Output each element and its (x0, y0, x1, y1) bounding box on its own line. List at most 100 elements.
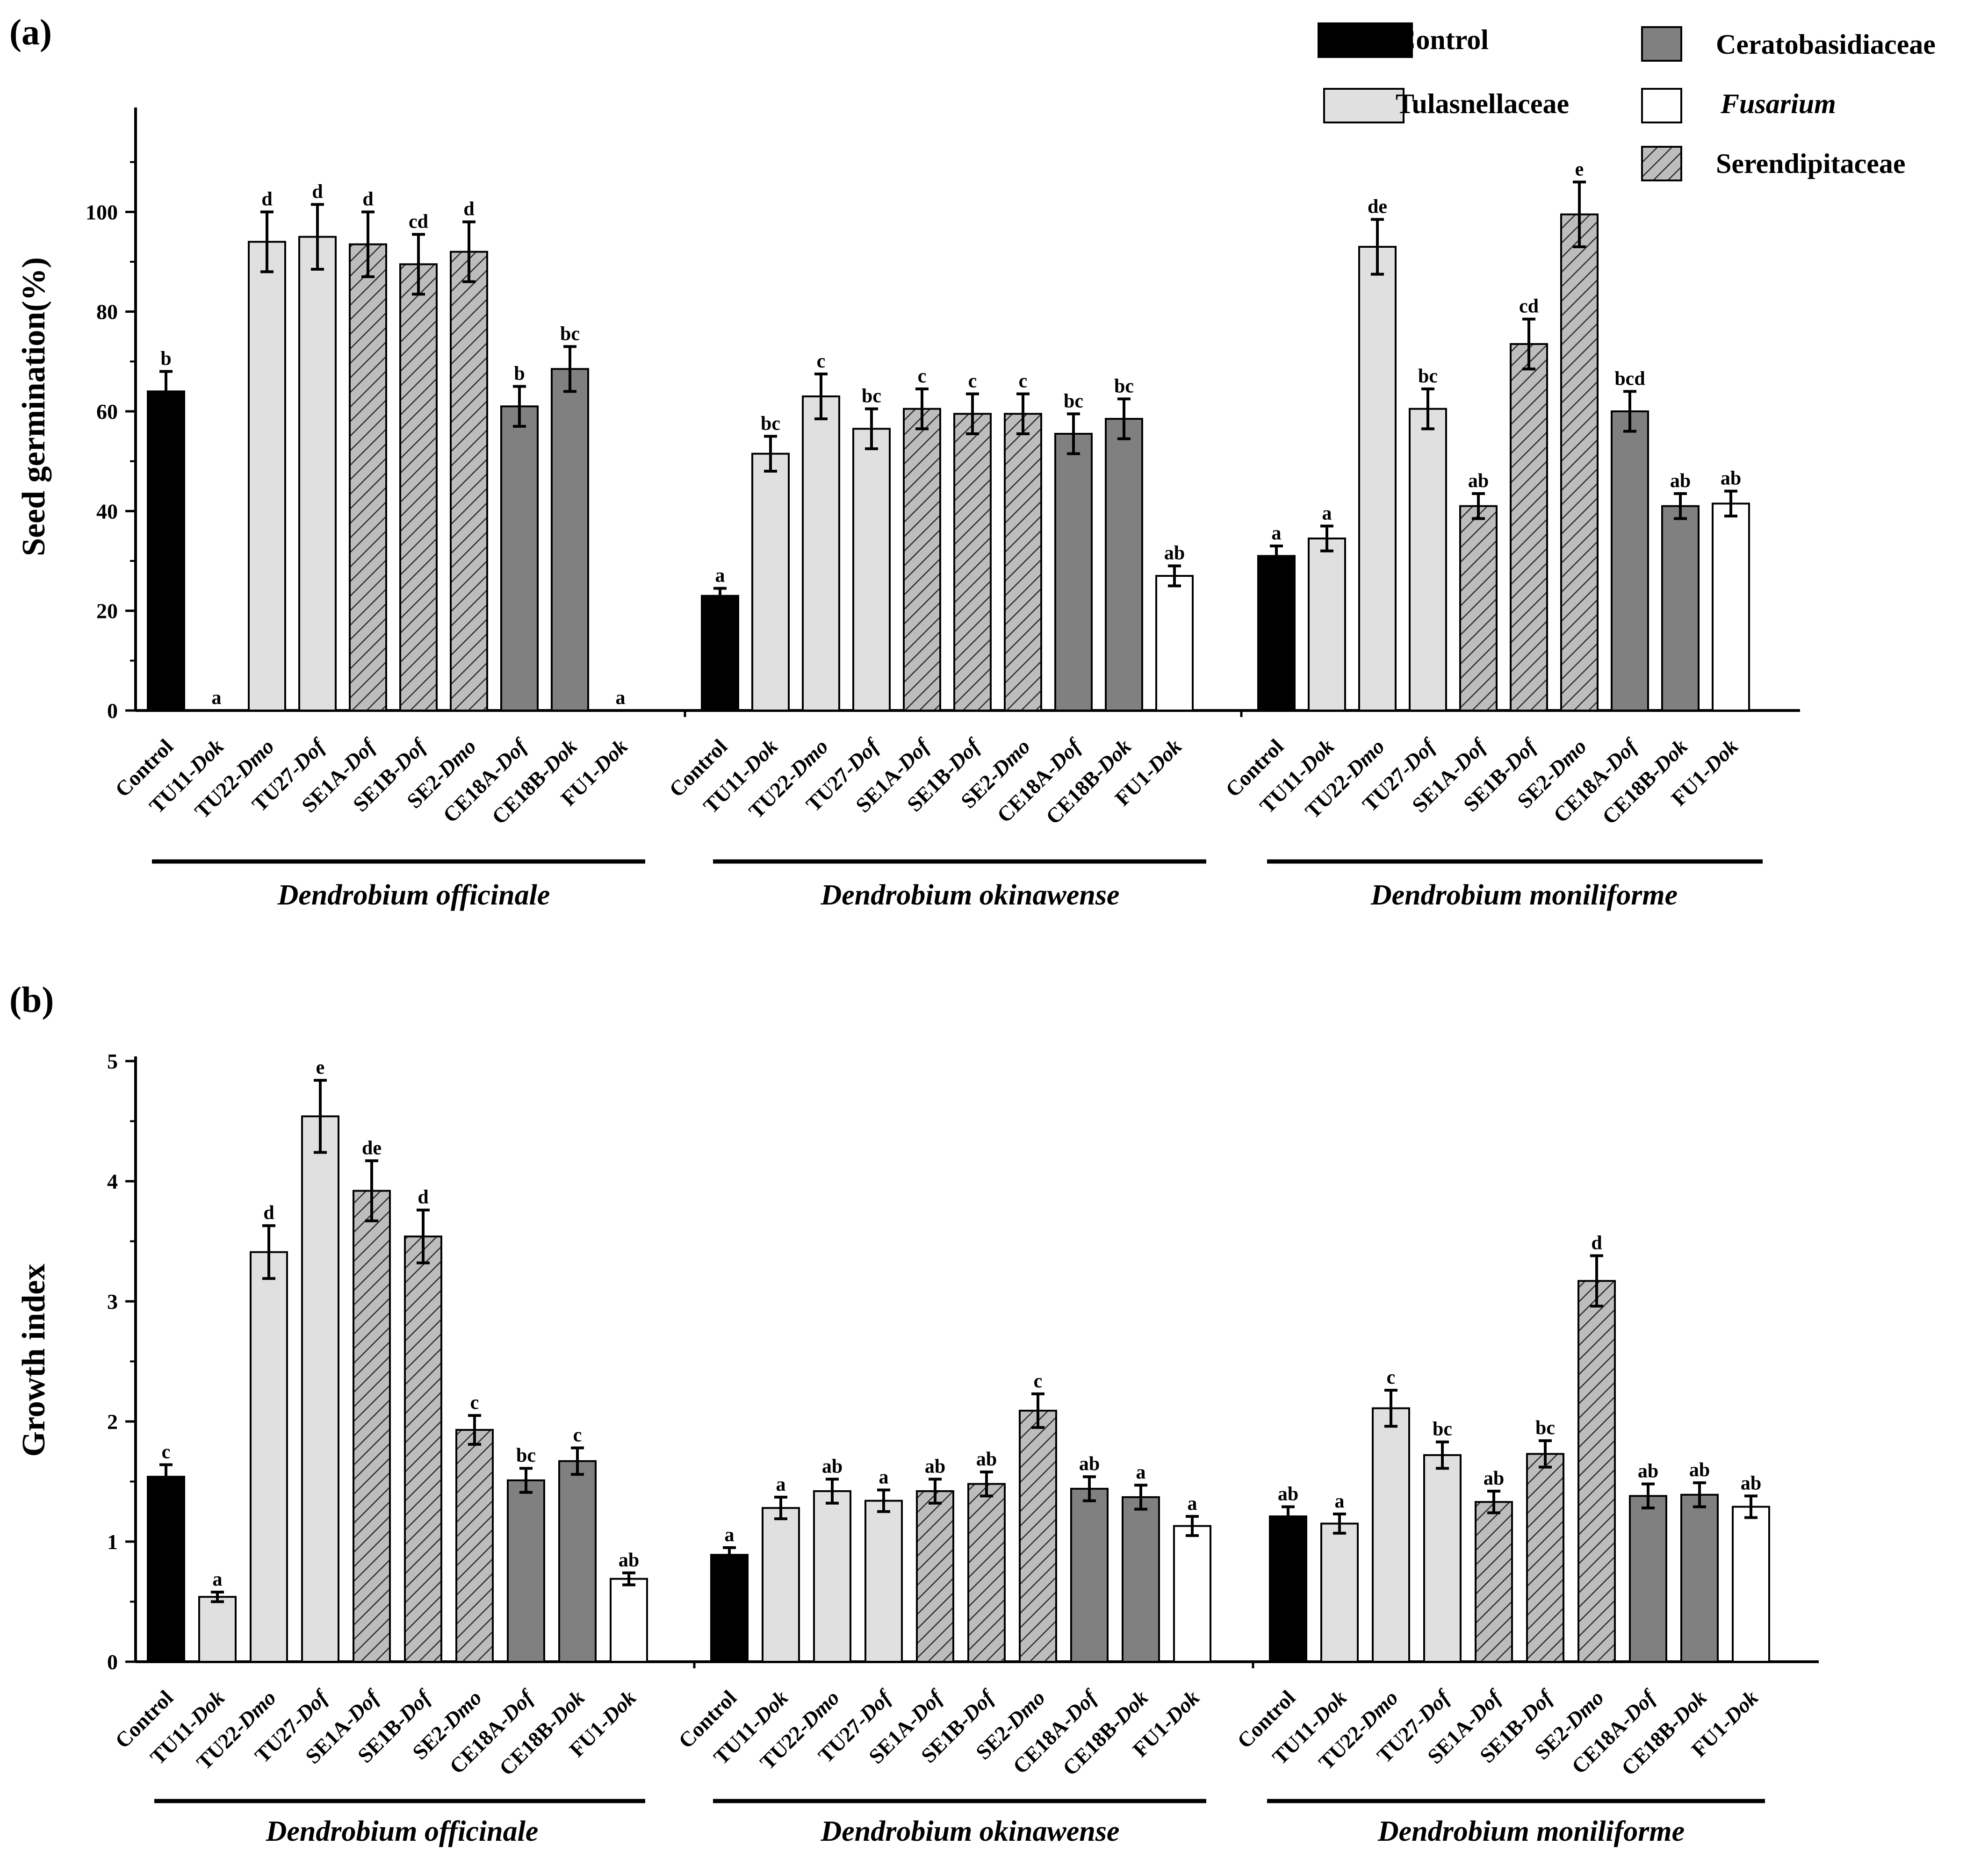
significance-letter: ab (1079, 1453, 1100, 1475)
bar (1173, 1525, 1211, 1663)
y-axis-title-a: Seed germination(%) (16, 257, 52, 556)
bar (1122, 1496, 1160, 1663)
significance-letter: bcd (1614, 368, 1645, 389)
y-tick-label: 0 (107, 1650, 118, 1674)
bar (1372, 1407, 1410, 1663)
y-tick-label: 60 (96, 400, 118, 423)
bar (1308, 538, 1346, 711)
bar (551, 368, 589, 711)
bar (248, 241, 286, 711)
significance-letter: ab (925, 1456, 945, 1477)
bar (967, 1483, 1006, 1663)
legend-swatch-fusarium (1641, 88, 1682, 123)
significance-letter: bc (1064, 390, 1083, 412)
significance-letter: d (463, 199, 474, 220)
species-label-b-0: Dendrobium officinale (266, 1816, 539, 1847)
y-tick-label: 40 (96, 499, 118, 523)
bar (399, 263, 438, 711)
bar (903, 408, 941, 711)
significance-letter: ab (1670, 470, 1691, 492)
significance-letter: a (1322, 502, 1332, 524)
significance-letter: ab (1721, 468, 1741, 489)
significance-letter: a (1136, 1462, 1146, 1483)
bar (1054, 433, 1093, 711)
significance-letter: ab (1741, 1472, 1761, 1494)
significance-letter: ab (619, 1550, 639, 1571)
bar (507, 1479, 545, 1663)
significance-letter: c (968, 371, 977, 392)
bar (710, 1554, 749, 1663)
significance-letter: a (212, 687, 222, 709)
bar (1257, 555, 1296, 712)
significance-letter: bc (1418, 366, 1438, 387)
y-tick-label: 3 (107, 1290, 118, 1314)
significance-letter: a (213, 1569, 223, 1590)
bar (1269, 1515, 1307, 1663)
bar (1423, 1454, 1462, 1663)
y-tick-label: 4 (107, 1170, 118, 1193)
y-tick-label: 2 (107, 1410, 118, 1434)
significance-letter: bc (761, 413, 780, 434)
bar (1611, 410, 1649, 711)
significance-letter: d (418, 1187, 428, 1208)
bar (1459, 505, 1498, 711)
significance-letter: b (160, 348, 171, 370)
species-label-a-1: Dendrobium okinawense (820, 879, 1119, 911)
significance-letter: a (1272, 523, 1282, 544)
significance-letter: a (1188, 1493, 1197, 1514)
significance-letter: bc (516, 1445, 536, 1466)
significance-letter: d (312, 181, 323, 202)
bar (1732, 1506, 1770, 1663)
bar (455, 1428, 494, 1663)
significance-letter: ab (1689, 1459, 1710, 1481)
significance-letter: ab (1468, 470, 1489, 492)
significance-letter: d (263, 1202, 274, 1224)
bar (1155, 575, 1194, 711)
chart-marks: 020406080100bControlaTU11-DokdTU22-DmodT… (86, 108, 1819, 1803)
legend-label-control: Control (1396, 24, 1489, 55)
legend-swatch-tulasnellaceae (1323, 88, 1405, 123)
significance-letter: a (725, 1524, 735, 1546)
bar (558, 1460, 597, 1663)
significance-letter: c (1034, 1371, 1043, 1392)
legend-label-serendipitaceae: Serendipitaceae (1716, 148, 1906, 179)
significance-letter: c (162, 1442, 171, 1463)
significance-letter: de (362, 1137, 382, 1159)
bar (762, 1507, 800, 1663)
bar (500, 405, 539, 711)
bar (298, 236, 337, 711)
y-tick-label: 20 (96, 599, 118, 623)
chart-panel-0: 020406080100bControlaTU11-DokdTU22-DmodT… (86, 108, 1800, 864)
bar (864, 1500, 903, 1663)
significance-letter: b (514, 363, 525, 385)
bar (250, 1251, 288, 1663)
species-label-a-2: Dendrobium moniliforme (1370, 879, 1678, 911)
significance-letter: ab (1484, 1468, 1504, 1489)
legend-swatch-serendipitaceae (1641, 146, 1682, 181)
significance-letter: c (1387, 1367, 1396, 1388)
significance-letter: d (1591, 1232, 1602, 1254)
significance-letter: a (1335, 1491, 1345, 1512)
significance-letter: ab (976, 1449, 997, 1470)
species-label-b-2: Dendrobium moniliforme (1377, 1816, 1685, 1847)
significance-letter: bc (1535, 1417, 1555, 1439)
bar (802, 395, 840, 711)
bar (1526, 1453, 1564, 1663)
significance-letter: a (879, 1466, 889, 1488)
bar (1358, 246, 1397, 711)
bar (813, 1490, 851, 1663)
bar (701, 595, 739, 711)
bar (751, 452, 790, 711)
y-axis-title-b: Growth index (16, 1264, 52, 1457)
significance-letter: d (362, 188, 373, 210)
significance-letter: cd (409, 211, 428, 232)
significance-letter: bc (1114, 375, 1134, 397)
bar (1070, 1487, 1109, 1663)
bar (1510, 343, 1548, 711)
bar (1560, 213, 1599, 712)
legend-label-tulasnellaceae: Tulasnellaceae (1396, 88, 1569, 119)
panel-label-b: (b) (9, 979, 54, 1020)
y-tick-label: 80 (96, 300, 118, 324)
legend-label-ceratobasidiaceae: Ceratobasidiaceae (1716, 29, 1936, 60)
panel-label-a: (a) (9, 12, 52, 52)
